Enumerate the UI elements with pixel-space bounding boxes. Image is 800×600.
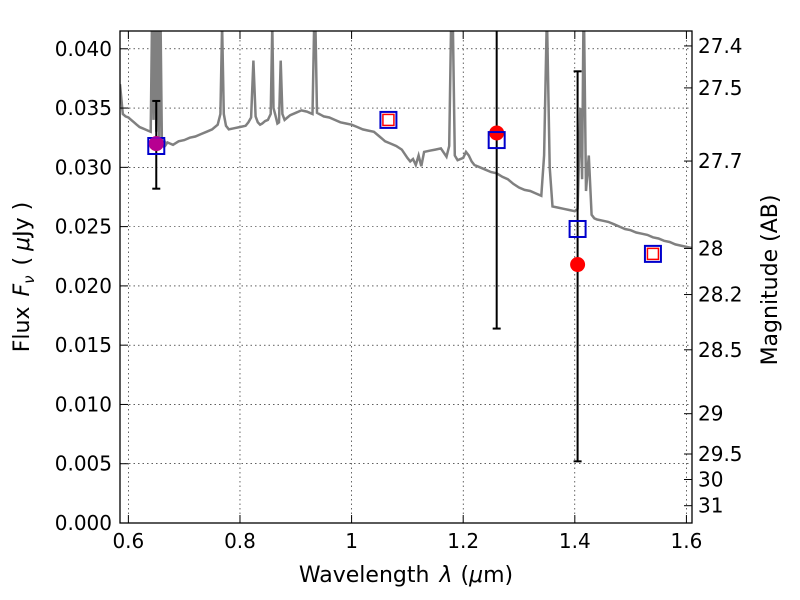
y2-tick-label: 27.5 — [698, 76, 743, 100]
spectrum-layer — [120, 31, 692, 250]
y-tick-label: 0.010 — [55, 392, 112, 416]
model-blue-square — [643, 244, 662, 263]
x-axis-label: Wavelength λ (μm) — [299, 563, 513, 588]
overlap-point — [148, 136, 164, 152]
y2-tick-label: 28 — [698, 236, 723, 260]
y-tick-label: 0.020 — [55, 274, 112, 298]
markers — [147, 110, 662, 273]
y2-tick-label: 28.5 — [698, 338, 743, 362]
y-tick-label: 0.025 — [55, 215, 112, 239]
y2-tick-label: 29.5 — [698, 442, 743, 466]
plot-frame — [119, 30, 693, 524]
model-blue-square — [379, 110, 398, 129]
y-axis-label: FluxFν(μJy ) — [10, 202, 38, 352]
y2-tick-label: 27.7 — [698, 149, 743, 173]
x-tick-label: 1 — [345, 529, 358, 553]
y2-tick-label: 29 — [698, 402, 723, 426]
y-tick-label: 0.015 — [55, 333, 112, 357]
y2-axis-label: Magnitude (AB) — [758, 195, 783, 366]
x-tick-label: 1.6 — [671, 529, 703, 553]
y-tick-label: 0.035 — [55, 96, 112, 120]
x-tick-label: 1.2 — [447, 529, 479, 553]
grid — [120, 31, 692, 523]
model-red-square — [646, 247, 660, 261]
model-blue-square — [487, 131, 506, 150]
x-axis-ticks: 0.6 0.8 1 1.2 1.4 1.6 — [112, 31, 702, 553]
model-blue-square — [568, 219, 587, 238]
model-spectrum-line — [120, 31, 692, 250]
y-tick-label: 0.005 — [55, 452, 112, 476]
observed-point — [570, 257, 586, 273]
y2-tick-label: 31 — [698, 494, 723, 518]
y2-tick-label: 27.4 — [698, 34, 743, 58]
x-tick-label: 0.6 — [112, 529, 144, 553]
y-tick-label: 0.000 — [55, 511, 112, 535]
y-tick-label: 0.040 — [55, 37, 112, 61]
x-tick-label: 1.4 — [559, 529, 591, 553]
y2-tick-label: 30 — [698, 467, 723, 491]
y-axis-ticks: 0.000 0.005 0.010 0.015 0.020 0.025 0.030 0.035… — [55, 37, 128, 535]
error-bars — [152, 31, 582, 463]
x-tick-label: 0.8 — [224, 529, 256, 553]
y2-tick-label: 28.2 — [698, 283, 743, 307]
model-red-square — [382, 113, 395, 127]
y-tick-label: 0.030 — [55, 155, 112, 179]
y2-axis-ticks: 27.4 27.5 27.7 28 28.2 28.5 29 29.530 31 — [684, 34, 743, 518]
